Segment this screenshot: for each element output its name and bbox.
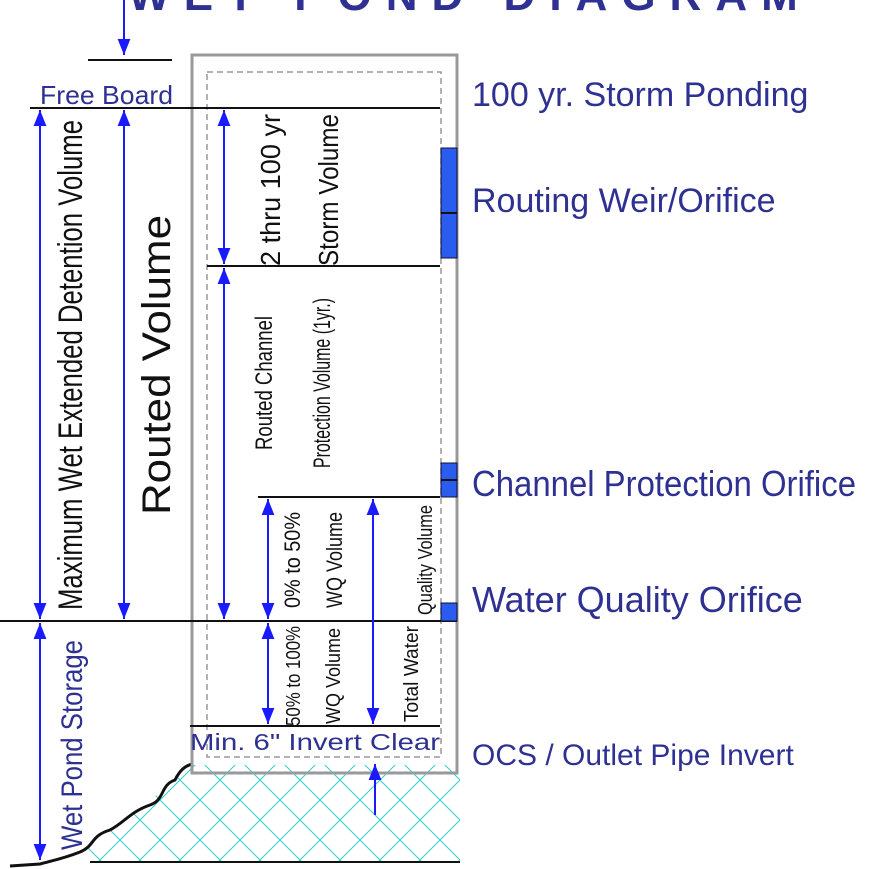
riser (206, 71, 442, 758)
title: WET POND DIAGRAM (128, 0, 812, 20)
level-label: Channel Protection Orifice (472, 463, 856, 504)
volume-label: Routed Volume (135, 215, 179, 515)
wq-orifice (440, 602, 458, 622)
wet-storage: Wet Pond Storage (56, 640, 89, 850)
ground (9, 762, 193, 868)
free-board: Free Board (40, 80, 173, 110)
volume-label: Protection Volume (1yr.) (309, 298, 336, 468)
volume-label: 2 thru 100 yr (255, 114, 286, 266)
volume-label: Routed Channel (251, 316, 278, 450)
volume-label: Maximum Wet Extended Detention Volume (52, 120, 90, 610)
volume-label: WQ Volume (323, 628, 345, 724)
volume-label: 50% to 100% (283, 626, 305, 726)
level-label: OCS / Outlet Pipe Invert (472, 739, 794, 772)
volume-label: Total Water (401, 626, 423, 722)
soil-hatch (88, 765, 460, 862)
volume-label: 0% to 50% (280, 512, 305, 608)
volume-label: WQ Volume (322, 512, 347, 608)
weir (440, 147, 458, 259)
arrows (33, 0, 382, 860)
volume-label: Storm Volume (313, 114, 344, 266)
level-label: 100 yr. Storm Ponding (472, 76, 808, 114)
level-label: Water Quality Orifice (472, 579, 803, 620)
level-label: Routing Weir/Orifice (472, 182, 776, 220)
volume-label: Quality Volume (415, 505, 437, 615)
invert-clear: Min. 6" Invert Clear (190, 729, 440, 755)
pond-box (190, 53, 459, 775)
